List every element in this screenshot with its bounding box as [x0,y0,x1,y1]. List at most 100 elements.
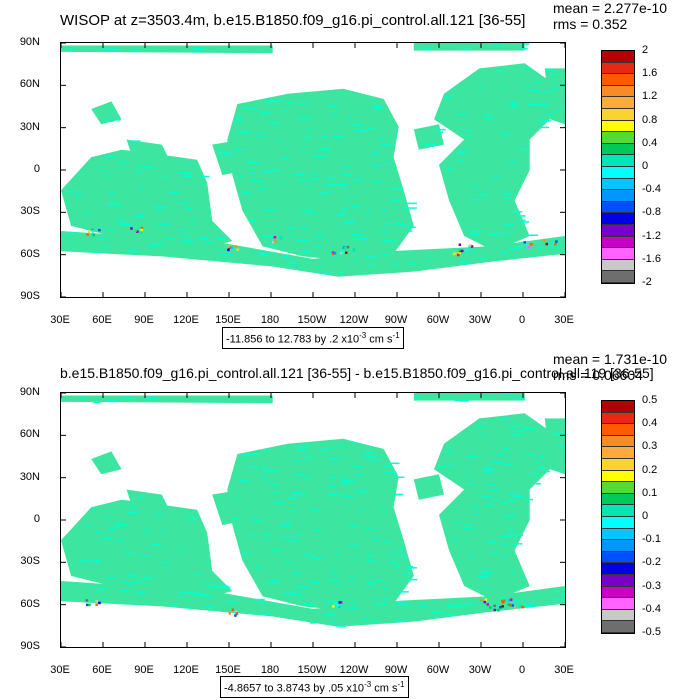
field-extreme [140,228,143,232]
field-texture [170,604,178,607]
field-texture [519,534,523,536]
field-texture [311,178,320,180]
field-texture [504,602,511,605]
field-texture [188,163,193,165]
field-texture [354,258,358,261]
field-extreme [334,602,337,605]
lon-label: 60W [426,664,450,676]
field-texture [272,100,284,102]
field-texture [270,169,281,171]
field-texture [490,542,496,544]
field-texture [508,105,516,108]
top-map-field [61,43,565,297]
lat-label: 0 [33,513,40,525]
colorbar-label: -1.6 [642,252,661,265]
field-texture [538,466,544,468]
field-texture [366,210,371,213]
lat-label: 90S [20,640,40,652]
field-texture [518,221,529,223]
colorbar-swatch [602,62,634,75]
top-colorbar [601,50,635,284]
colorbar-swatch [602,435,634,448]
field-texture [180,239,191,241]
field-texture [251,180,264,182]
field-texture [497,453,504,455]
field-texture [396,591,409,593]
field-texture [285,102,295,104]
field-texture [354,179,363,181]
field-texture [204,241,214,243]
colorbar-swatch [602,540,634,552]
field-texture [289,235,294,237]
field-texture [414,397,419,400]
colorbar-swatch [602,424,634,436]
field-texture [188,517,198,519]
field-texture [455,521,461,524]
field-texture [351,234,364,236]
field-texture [240,480,250,482]
ocean-region [434,413,550,602]
field-texture [471,185,478,188]
field-texture [342,495,354,497]
field-texture [237,175,243,177]
field-texture [240,552,250,555]
field-texture [287,262,296,264]
field-texture [308,185,313,187]
field-texture [352,238,362,241]
colorbar-swatch [602,551,634,564]
field-texture [454,399,467,402]
field-texture [419,605,428,607]
field-texture [237,117,243,119]
field-texture [324,184,336,186]
lon-label: 150E [215,314,241,326]
field-texture [362,455,374,457]
field-extreme [458,248,461,252]
field-extreme [470,245,474,248]
field-texture [146,245,156,247]
field-texture [103,247,110,249]
field-texture [392,476,405,478]
field-texture [343,220,354,223]
lon-label: 30E [554,314,574,326]
field-texture [494,232,504,235]
bottom-mean: mean = 1.731e-10 [553,351,668,367]
field-texture [358,130,368,133]
field-extreme [484,598,488,601]
field-texture [319,448,332,451]
field-texture [132,581,142,584]
field-texture [458,261,470,263]
field-texture [352,206,361,208]
field-texture [322,136,328,138]
colorbar-swatch [602,51,634,63]
field-texture [439,131,444,133]
field-texture [270,483,279,485]
field-extreme [461,249,464,253]
field-texture [146,398,152,401]
field-extreme [501,605,504,608]
field-extreme [343,247,346,250]
field-texture [300,173,305,175]
field-texture [372,164,383,167]
field-texture [155,206,168,208]
colorbar-label: -0.1 [642,533,661,546]
field-texture [263,448,272,451]
colorbar-swatch [602,201,634,214]
field-extreme [228,246,231,249]
field-texture [301,492,306,495]
field-texture [353,466,363,468]
field-texture [291,593,303,595]
ocean-region [413,474,444,500]
field-texture [525,85,530,88]
field-texture [504,192,512,195]
field-extreme [486,603,489,606]
field-extreme [140,226,144,230]
lon-label: 30W [468,664,492,676]
field-texture [488,541,496,543]
colorbar-swatch [602,470,634,483]
field-texture [553,433,565,436]
field-texture [460,47,472,49]
field-extreme [521,605,524,609]
field-texture [512,398,525,401]
field-texture [328,485,334,487]
field-extreme [98,228,101,232]
